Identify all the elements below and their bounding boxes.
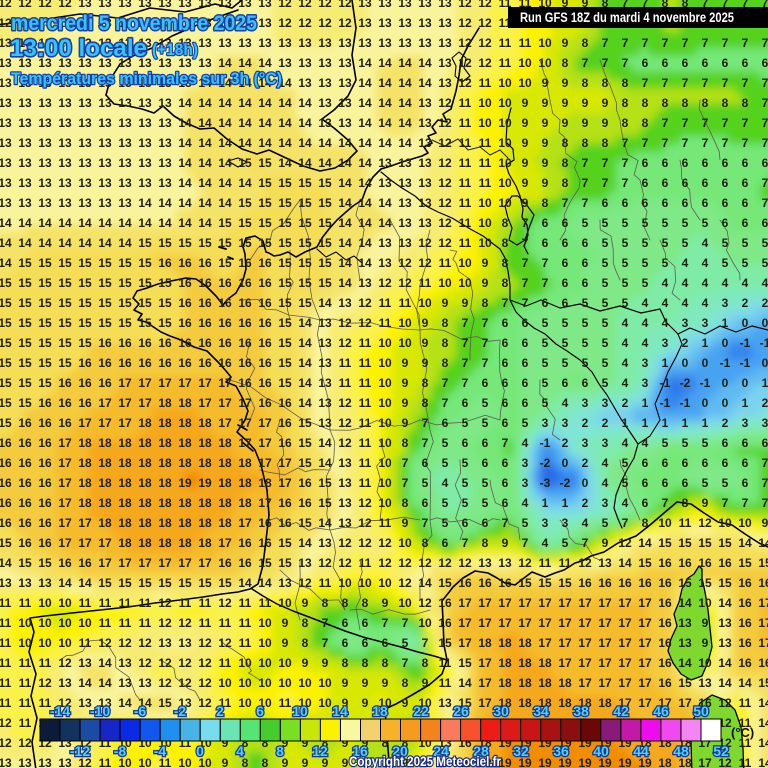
svg-text:Températures minimales sur 3h: Températures minimales sur 3h (°C): [11, 69, 282, 88]
svg-text:(°C): (°C): [731, 725, 754, 740]
svg-text:Run GFS 18Z du mardi 4 novembr: Run GFS 18Z du mardi 4 novembre 2025: [520, 10, 734, 25]
svg-text:(+18h): (+18h): [152, 41, 198, 59]
svg-text:mercredi 5 novembre 2025: mercredi 5 novembre 2025: [11, 12, 257, 35]
svg-text:13:00 locale: 13:00 locale: [10, 35, 147, 62]
svg-text:Copyright 2025 Meteociel.fr: Copyright 2025 Meteociel.fr: [349, 754, 502, 768]
